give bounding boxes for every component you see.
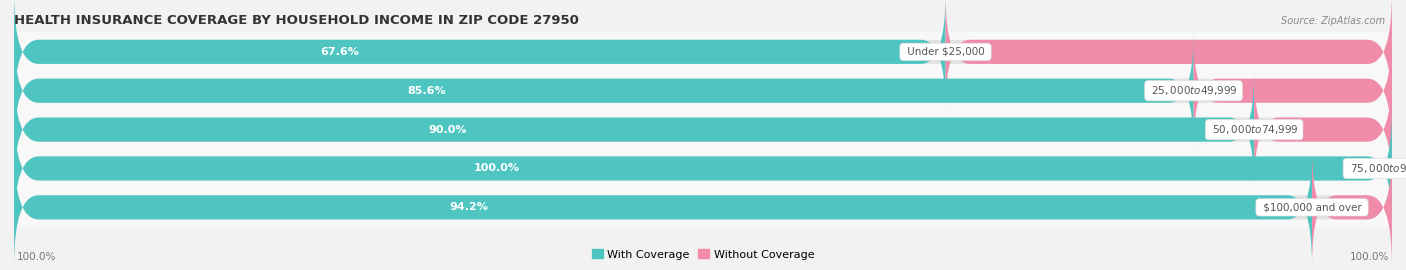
Text: Under $25,000: Under $25,000	[904, 47, 987, 57]
FancyBboxPatch shape	[14, 110, 1392, 227]
FancyBboxPatch shape	[14, 149, 1312, 265]
Legend: With Coverage, Without Coverage: With Coverage, Without Coverage	[588, 245, 818, 264]
FancyBboxPatch shape	[14, 110, 1392, 227]
Bar	[14, 110, 1392, 149]
FancyBboxPatch shape	[14, 33, 1392, 149]
Text: $100,000 and over: $100,000 and over	[1260, 202, 1364, 212]
Text: $25,000 to $49,999: $25,000 to $49,999	[1149, 84, 1239, 97]
Text: $75,000 to $99,999: $75,000 to $99,999	[1347, 162, 1406, 175]
Text: 90.0%: 90.0%	[429, 124, 467, 135]
Bar	[14, 188, 1392, 227]
Text: $50,000 to $74,999: $50,000 to $74,999	[1209, 123, 1299, 136]
Text: 67.6%: 67.6%	[321, 47, 360, 57]
Text: 85.6%: 85.6%	[408, 86, 446, 96]
FancyBboxPatch shape	[14, 72, 1392, 188]
FancyBboxPatch shape	[14, 0, 945, 110]
Text: 94.2%: 94.2%	[449, 202, 488, 212]
Bar	[14, 149, 1392, 188]
Text: Source: ZipAtlas.com: Source: ZipAtlas.com	[1281, 16, 1385, 26]
Bar	[14, 71, 1392, 110]
Text: 100.0%: 100.0%	[17, 252, 56, 262]
Text: 100.0%: 100.0%	[474, 163, 519, 174]
Bar	[14, 32, 1392, 71]
FancyBboxPatch shape	[1254, 72, 1392, 188]
FancyBboxPatch shape	[14, 33, 1194, 149]
FancyBboxPatch shape	[945, 0, 1392, 110]
FancyBboxPatch shape	[14, 72, 1254, 188]
FancyBboxPatch shape	[14, 149, 1392, 265]
FancyBboxPatch shape	[1312, 149, 1392, 265]
Text: HEALTH INSURANCE COVERAGE BY HOUSEHOLD INCOME IN ZIP CODE 27950: HEALTH INSURANCE COVERAGE BY HOUSEHOLD I…	[14, 14, 579, 27]
Text: 100.0%: 100.0%	[1350, 252, 1389, 262]
FancyBboxPatch shape	[14, 0, 1392, 110]
FancyBboxPatch shape	[1194, 33, 1392, 149]
